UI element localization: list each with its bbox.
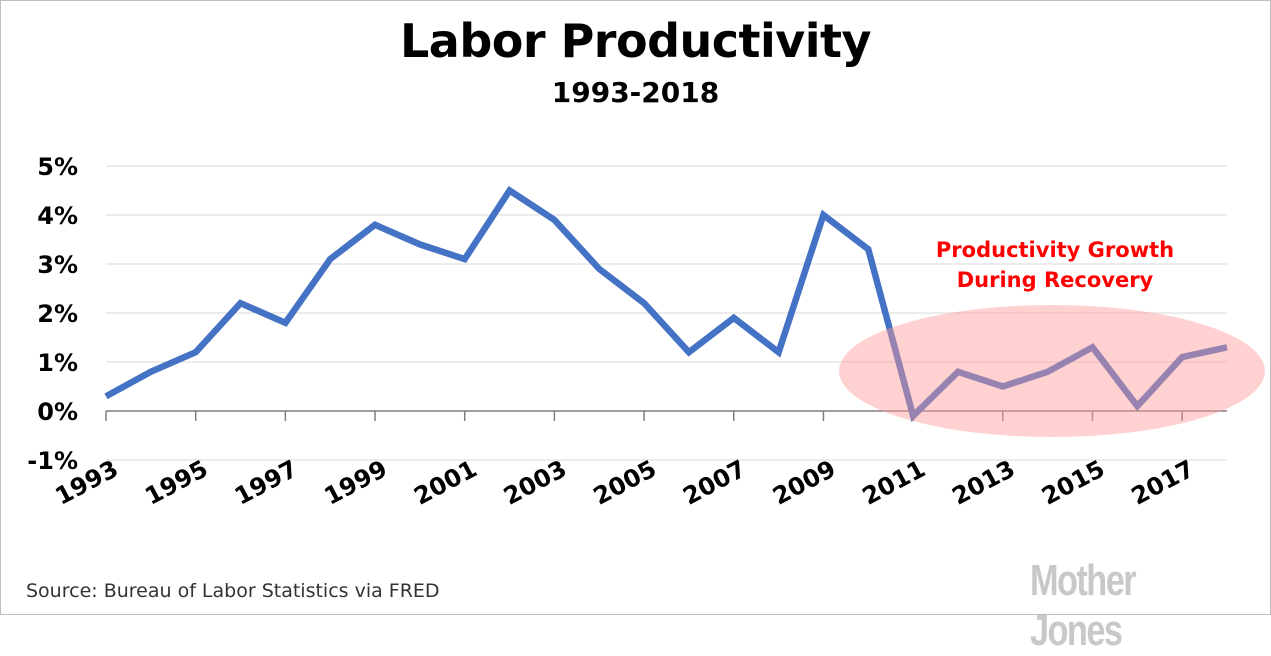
x-tick-label: 2011: [858, 455, 930, 511]
y-tick-label: 2%: [37, 300, 78, 328]
line-chart: -1%0%1%2%3%4%5% 1993 1995 1997 1999 2001 2003…: [27, 153, 1265, 511]
chart-frame: [0, 0, 1271, 615]
chart-title: Labor Productivity: [399, 14, 872, 68]
x-tick-label: 2015: [1037, 455, 1109, 511]
x-tick-label: 2001: [409, 455, 481, 511]
x-tick-label: 2009: [768, 455, 840, 511]
series-line: [104, 185, 1228, 423]
recovery-highlight: Productivity Growth During Recovery: [839, 238, 1265, 437]
y-axis-ticks: -1% 0% 1% 2% 3% 4% 5%: [27, 153, 78, 475]
x-tick-label: 1999: [320, 455, 392, 511]
x-tick-label: 1997: [230, 455, 302, 511]
x-tick-label: 2003: [499, 455, 571, 511]
y-tick-label: 1%: [37, 349, 78, 377]
x-tick-label: 1995: [140, 455, 212, 511]
y-tick-label: 4%: [37, 202, 78, 230]
chart-subtitle: 1993-2018: [551, 76, 720, 109]
x-tick-label: 2017: [1127, 455, 1199, 511]
source-note: Source: Bureau of Labor Statistics via F…: [26, 580, 440, 602]
x-tick-label: 2013: [947, 455, 1019, 511]
y-tick-label: 3%: [37, 251, 78, 279]
annotation-line2: During Recovery: [957, 268, 1154, 292]
x-tick-label: 2005: [589, 455, 661, 511]
brand-logo: Mother Jones: [1030, 556, 1137, 655]
x-tick-label: 2007: [678, 455, 750, 511]
recovery-highlight-ellipse: [839, 305, 1265, 437]
y-tick-label: 0%: [37, 398, 78, 426]
annotation-line1: Productivity Growth: [936, 238, 1174, 262]
y-tick-label: -1%: [27, 447, 78, 475]
y-tick-label: 5%: [37, 153, 78, 181]
series-polyline: [104, 185, 1228, 423]
